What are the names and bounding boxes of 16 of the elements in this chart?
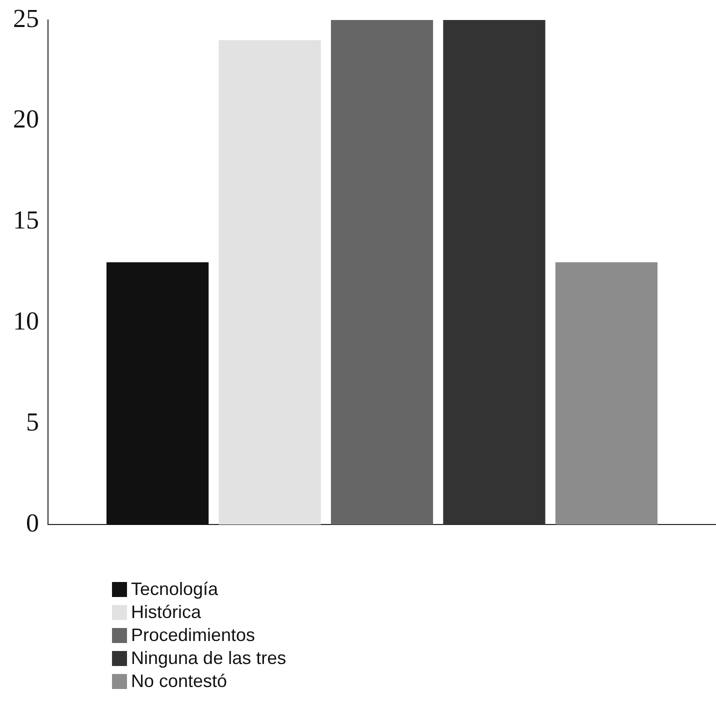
y-tick-label: 5 xyxy=(26,408,39,437)
legend-label: Tecnología xyxy=(131,578,218,601)
y-tick-label: 10 xyxy=(13,306,39,336)
y-tick-label: 0 xyxy=(26,508,39,538)
legend-label: Ninguna de las tres xyxy=(131,647,286,670)
legend-label: No contestó xyxy=(131,670,228,693)
bar xyxy=(330,20,434,525)
bar xyxy=(443,20,546,525)
y-tick-label: 20 xyxy=(13,104,39,134)
bar xyxy=(218,40,321,525)
legend-label: Procedimientos xyxy=(131,624,256,647)
y-tick-label: 15 xyxy=(13,206,39,235)
bar xyxy=(106,262,209,525)
legend-label: Histórica xyxy=(131,601,202,624)
y-tick-label: 25 xyxy=(13,4,39,33)
bar xyxy=(555,262,658,525)
